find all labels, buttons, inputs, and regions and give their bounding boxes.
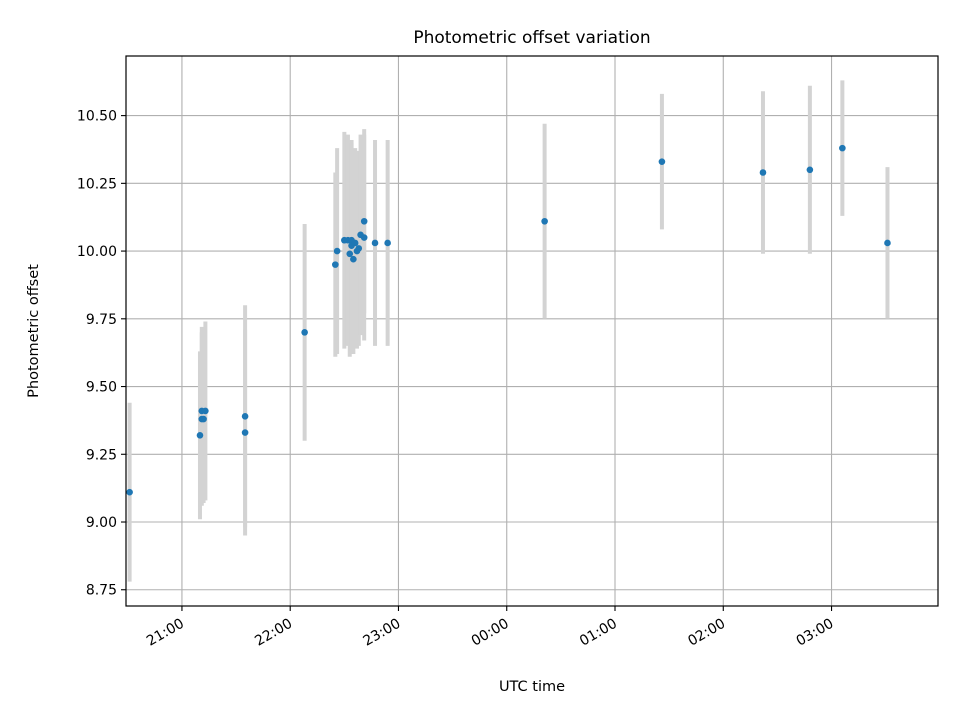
y-tick-label: 9.25 (86, 447, 117, 463)
data-point (350, 255, 357, 263)
data-point (384, 239, 391, 247)
data-point (301, 329, 308, 336)
y-tick-label: 9.00 (86, 515, 117, 531)
data-point (202, 407, 209, 415)
data-point (759, 169, 767, 176)
data-point (200, 415, 207, 423)
chart-title: Photometric offset variation (413, 28, 650, 48)
data-point (360, 217, 368, 225)
data-point (371, 239, 379, 247)
grid-layer (126, 56, 938, 606)
data-point (241, 429, 249, 436)
data-point (541, 217, 548, 225)
y-axis-ticks: 8.75 9.00 9.25 9.50 9.75 10.00 10.25 10.50 (77, 109, 126, 599)
y-axis-label: Photometric offset (26, 264, 42, 398)
data-point (884, 239, 891, 247)
plot-area-frame (125, 55, 939, 607)
y-tick-label: 10.25 (77, 176, 117, 192)
data-point (126, 488, 133, 496)
data-point (333, 247, 341, 255)
y-tick-label: 9.50 (86, 380, 117, 396)
x-axis-label: UTC time (499, 679, 565, 695)
data-point (351, 239, 359, 247)
y-tick-label: 10.50 (77, 109, 117, 125)
data-point (360, 234, 368, 241)
point-layer (126, 144, 891, 496)
data-point (806, 166, 814, 174)
y-tick-label: 8.75 (86, 583, 117, 599)
data-point (839, 144, 846, 152)
data-point (346, 250, 354, 258)
data-point (355, 245, 363, 252)
data-point (332, 261, 339, 268)
data-point (241, 413, 249, 420)
data-point (658, 158, 666, 165)
y-tick-label: 9.75 (86, 312, 117, 328)
y-tick-label: 10.00 (77, 244, 117, 260)
data-point (196, 432, 204, 439)
